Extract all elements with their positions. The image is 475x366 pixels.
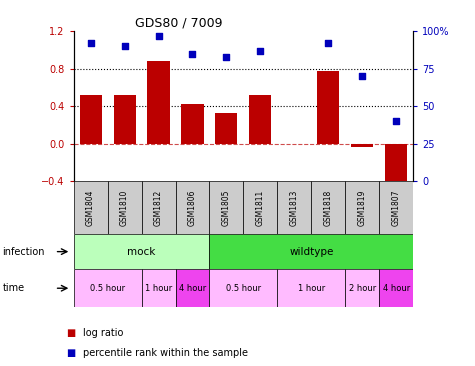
Bar <box>352 143 373 147</box>
Bar <box>209 181 243 234</box>
Text: GDS80 / 7009: GDS80 / 7009 <box>135 17 222 30</box>
Point <box>324 40 332 46</box>
Bar <box>209 269 277 307</box>
Bar <box>114 95 135 143</box>
Text: GSM1811: GSM1811 <box>256 190 265 226</box>
Bar <box>74 269 142 307</box>
Text: GSM1812: GSM1812 <box>154 190 163 226</box>
Bar <box>249 95 271 143</box>
Bar <box>277 269 345 307</box>
Bar <box>385 143 407 191</box>
Point <box>359 73 366 79</box>
Text: GSM1813: GSM1813 <box>290 190 299 226</box>
Bar <box>317 71 339 143</box>
Text: 2 hour: 2 hour <box>349 284 376 293</box>
Text: 1 hour: 1 hour <box>298 284 325 293</box>
Point <box>87 40 95 46</box>
Bar <box>80 95 102 143</box>
Text: GSM1818: GSM1818 <box>324 190 333 226</box>
Text: wildtype: wildtype <box>289 247 333 257</box>
Text: infection: infection <box>2 247 45 257</box>
Bar <box>209 234 413 269</box>
Bar <box>345 181 379 234</box>
Bar <box>312 181 345 234</box>
Bar <box>74 234 209 269</box>
Text: 4 hour: 4 hour <box>179 284 206 293</box>
Point <box>155 33 162 38</box>
Text: log ratio: log ratio <box>83 328 124 338</box>
Point <box>121 43 128 49</box>
Text: 0.5 hour: 0.5 hour <box>226 284 261 293</box>
Bar <box>216 113 238 143</box>
Text: ■: ■ <box>66 348 76 358</box>
Text: 0.5 hour: 0.5 hour <box>90 284 125 293</box>
Bar <box>379 181 413 234</box>
Bar <box>379 269 413 307</box>
Bar <box>181 104 203 143</box>
Point <box>392 118 400 124</box>
Bar <box>148 61 170 143</box>
Bar <box>345 269 379 307</box>
Text: GSM1819: GSM1819 <box>358 190 367 226</box>
Bar <box>277 181 311 234</box>
Text: GSM1810: GSM1810 <box>120 190 129 226</box>
Bar <box>176 269 209 307</box>
Bar <box>243 181 277 234</box>
Text: time: time <box>2 283 25 293</box>
Text: GSM1805: GSM1805 <box>222 190 231 226</box>
Text: ■: ■ <box>66 328 76 338</box>
Point <box>189 51 196 57</box>
Bar <box>176 181 209 234</box>
Text: percentile rank within the sample: percentile rank within the sample <box>83 348 248 358</box>
Text: GSM1804: GSM1804 <box>86 190 95 226</box>
Text: 1 hour: 1 hour <box>145 284 172 293</box>
Text: 4 hour: 4 hour <box>383 284 410 293</box>
Point <box>223 54 230 60</box>
Text: GSM1806: GSM1806 <box>188 190 197 226</box>
Bar <box>74 181 107 234</box>
Text: GSM1807: GSM1807 <box>392 190 401 226</box>
Text: mock: mock <box>127 247 156 257</box>
Point <box>256 48 264 53</box>
Bar <box>107 181 142 234</box>
Bar <box>142 181 176 234</box>
Bar <box>142 269 176 307</box>
